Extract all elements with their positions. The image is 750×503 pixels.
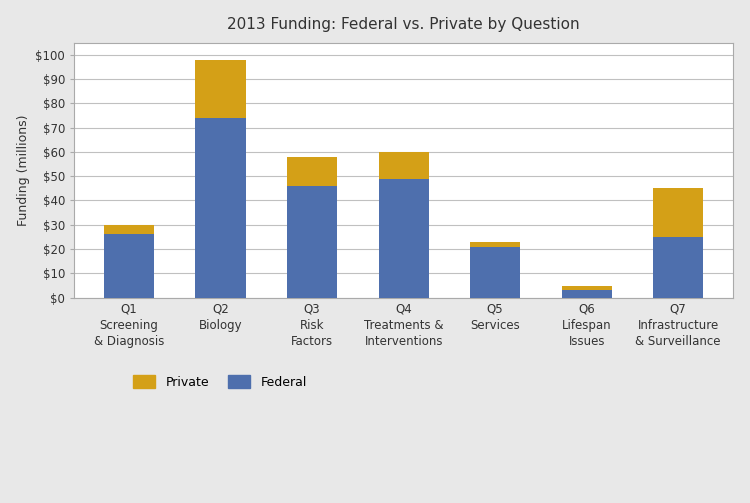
- Bar: [470, 242, 520, 246]
- Legend: Private, Federal: Private, Federal: [133, 375, 307, 389]
- Bar: [470, 246, 520, 298]
- Bar: [653, 237, 704, 298]
- Bar: [379, 152, 429, 179]
- Bar: [287, 186, 338, 298]
- Bar: [562, 290, 612, 298]
- Bar: [196, 59, 246, 118]
- Bar: [653, 188, 704, 237]
- Title: 2013 Funding: Federal vs. Private by Question: 2013 Funding: Federal vs. Private by Que…: [227, 17, 580, 32]
- Bar: [379, 179, 429, 298]
- Bar: [562, 286, 612, 290]
- Bar: [287, 157, 338, 186]
- Bar: [196, 118, 246, 298]
- Bar: [104, 234, 154, 298]
- Bar: [104, 225, 154, 234]
- Y-axis label: Funding (millions): Funding (millions): [16, 114, 30, 226]
